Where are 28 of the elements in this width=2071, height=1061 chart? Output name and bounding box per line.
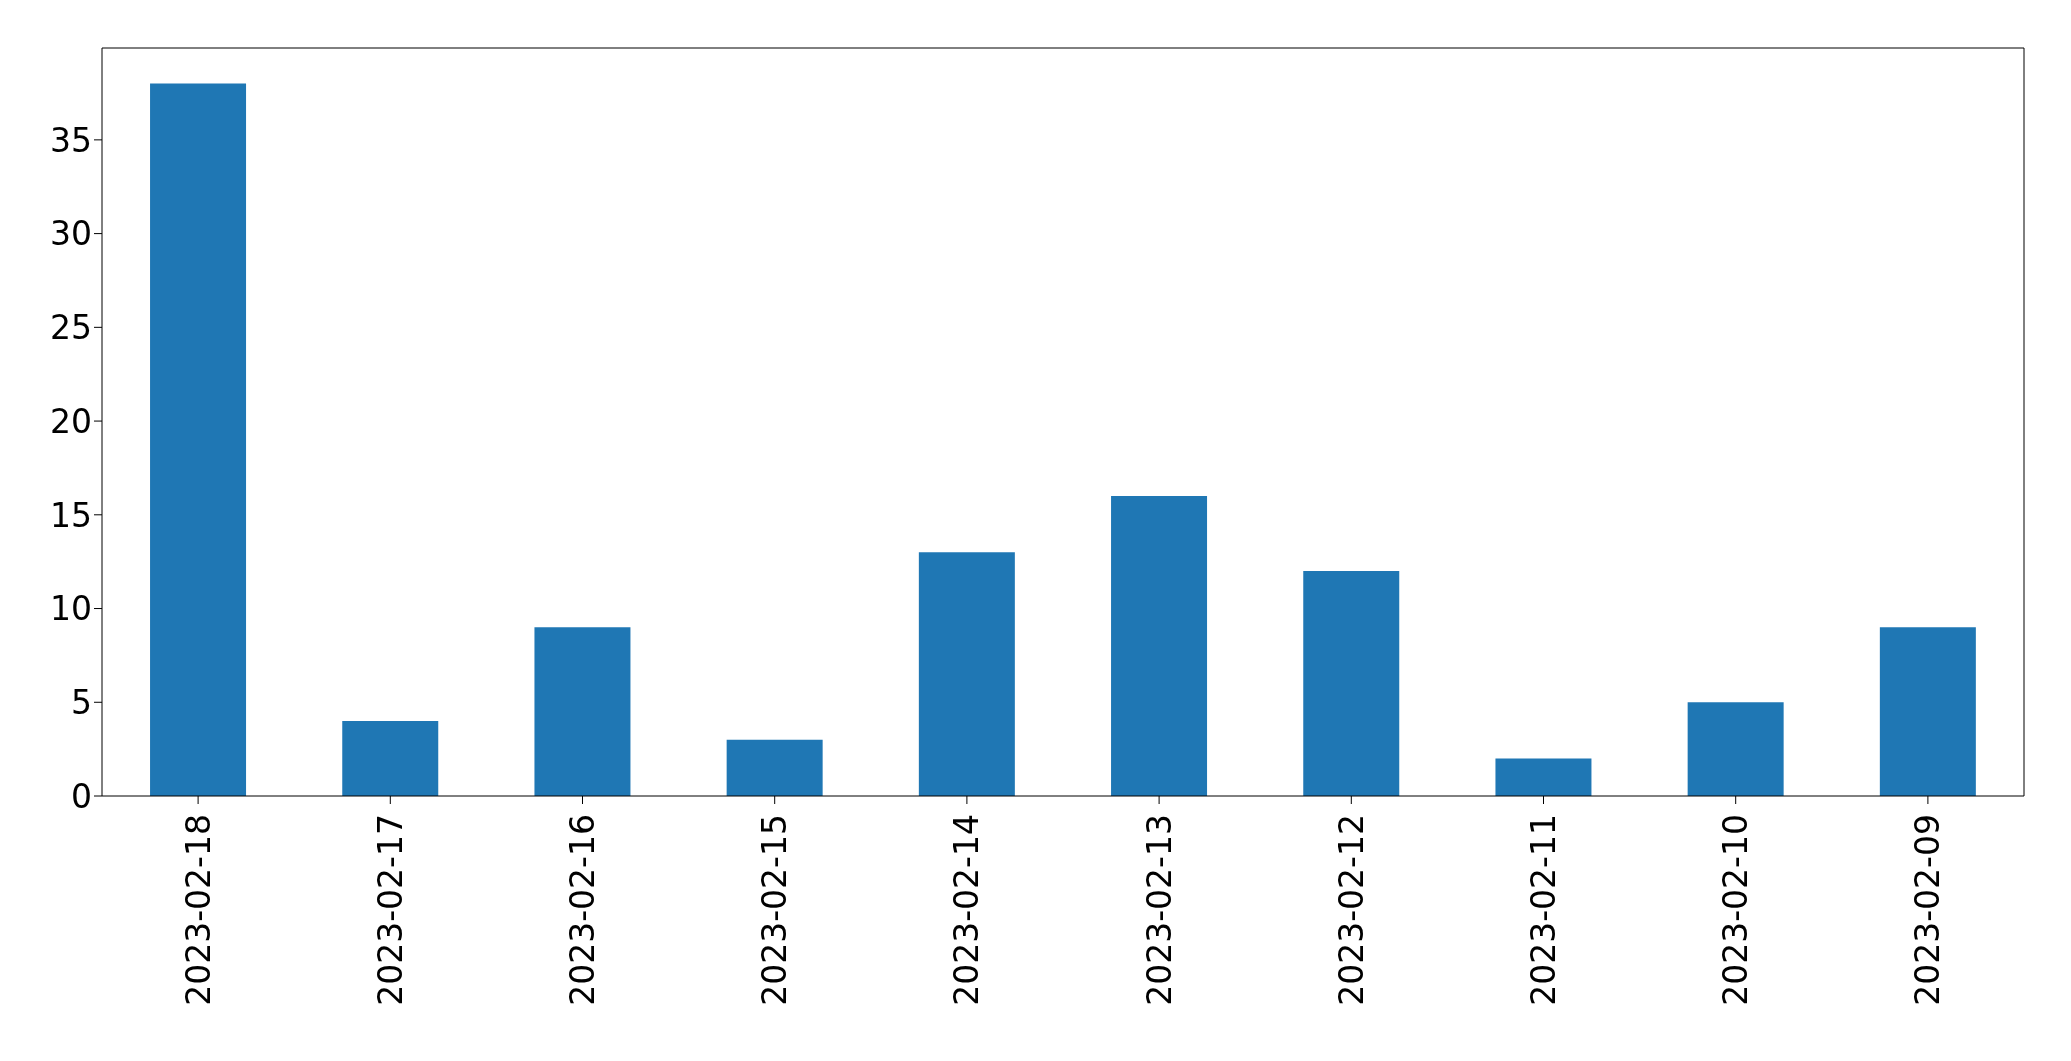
bar bbox=[1687, 702, 1784, 796]
y-tick-label: 15 bbox=[50, 495, 92, 535]
y-tick-label: 25 bbox=[50, 308, 92, 348]
x-tick-label: 2023-02-15 bbox=[755, 814, 795, 1006]
y-tick-label: 20 bbox=[50, 401, 92, 441]
y-tick-label: 5 bbox=[71, 682, 92, 722]
bar bbox=[726, 739, 823, 796]
bar bbox=[1111, 496, 1208, 796]
bar bbox=[1303, 571, 1400, 796]
x-tick-label: 2023-02-11 bbox=[1524, 814, 1563, 1006]
bar bbox=[150, 83, 247, 796]
bar bbox=[918, 552, 1015, 796]
y-tick-label: 30 bbox=[50, 214, 92, 254]
y-tick-label: 0 bbox=[71, 776, 92, 816]
bar bbox=[534, 627, 631, 796]
y-tick-label: 10 bbox=[50, 589, 92, 629]
bar bbox=[342, 721, 439, 796]
x-tick-label: 2023-02-17 bbox=[370, 814, 410, 1006]
x-tick-label: 2023-02-09 bbox=[1908, 814, 1948, 1006]
x-tick-label: 2023-02-12 bbox=[1331, 814, 1371, 1006]
x-tick-label: 2023-02-13 bbox=[1139, 814, 1179, 1006]
x-tick-label: 2023-02-10 bbox=[1716, 814, 1756, 1006]
bar bbox=[1495, 758, 1592, 796]
x-tick-label: 2023-02-18 bbox=[178, 814, 218, 1006]
x-tick-label: 2023-02-14 bbox=[947, 814, 987, 1006]
x-tick-label: 2023-02-16 bbox=[563, 814, 602, 1006]
bar bbox=[1879, 627, 1976, 796]
y-tick-label: 35 bbox=[50, 120, 92, 160]
